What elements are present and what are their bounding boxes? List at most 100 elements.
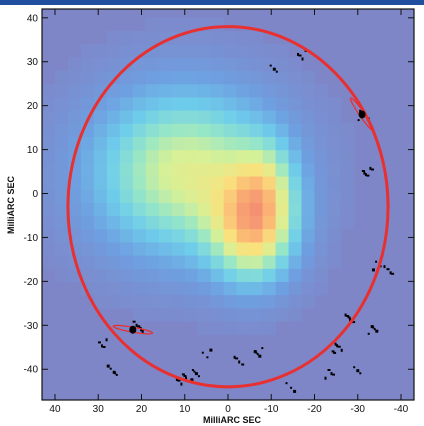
heatmap-cell — [315, 163, 329, 177]
x-tick-label: 20 — [136, 404, 148, 415]
heatmap-cell — [250, 189, 264, 203]
heatmap-cell — [133, 176, 147, 190]
heatmap-cell — [159, 110, 173, 124]
heatmap-cell — [120, 268, 134, 282]
heatmap-cell — [211, 255, 225, 269]
heatmap-cell — [107, 150, 121, 164]
heatmap-cell — [107, 44, 121, 58]
heatmap-cell — [146, 189, 160, 203]
heatmap-cell — [315, 242, 329, 256]
heatmap-cell — [146, 242, 160, 256]
heatmap-cell — [159, 242, 173, 256]
heatmap-cell — [185, 255, 199, 269]
heatmap-cell — [185, 242, 199, 256]
heatmap-cell — [146, 281, 160, 295]
heatmap-cell — [198, 123, 212, 137]
heatmap-cell — [263, 71, 277, 85]
heatmap-cell — [276, 163, 290, 177]
heatmap-cell — [133, 308, 147, 322]
heatmap-cell — [327, 110, 341, 124]
heatmap-cell — [276, 84, 290, 98]
heatmap-cell — [224, 202, 238, 216]
heatmap-cell — [276, 308, 290, 322]
heatmap-cell — [146, 176, 160, 190]
noise-spot — [137, 325, 140, 327]
heatmap-cell — [55, 189, 69, 203]
noise-spot — [273, 68, 276, 71]
heatmap-cell — [250, 84, 264, 98]
heatmap-cell — [250, 71, 264, 85]
heatmap-cell — [315, 215, 329, 229]
x-tick-label: -40 — [394, 404, 409, 415]
heatmap-cell — [42, 97, 56, 111]
heatmap-cell — [42, 150, 56, 164]
flare-core — [359, 110, 366, 118]
heatmap-cell — [302, 123, 316, 137]
heatmap-cell — [327, 136, 341, 150]
heatmap-cell — [146, 18, 160, 32]
heatmap-cell — [81, 163, 95, 177]
heatmap-cell — [55, 123, 69, 137]
heatmap-cell — [146, 150, 160, 164]
heatmap-cell — [198, 176, 212, 190]
heatmap-cell — [211, 242, 225, 256]
noise-spot — [202, 352, 204, 354]
heatmap-cell — [94, 189, 108, 203]
heatmap-cell — [211, 295, 225, 309]
noise-spot — [359, 372, 361, 374]
heatmap-cell — [263, 189, 277, 203]
heatmap-cell — [107, 281, 121, 295]
y-tick-label: -10 — [24, 233, 39, 244]
heatmap-cell — [198, 163, 212, 177]
heatmap-cell — [276, 295, 290, 309]
noise-spot — [335, 343, 337, 346]
heatmap-cell — [159, 308, 173, 322]
heatmap-cell — [276, 57, 290, 71]
heatmap-cell — [172, 229, 186, 243]
heatmap-cell — [185, 123, 199, 137]
heatmap-cell — [224, 57, 238, 71]
heatmap-cell — [185, 136, 199, 150]
heatmap-cell — [198, 57, 212, 71]
heatmap-cell — [327, 255, 341, 269]
heatmap-cell — [68, 202, 82, 216]
heatmap-cell — [185, 281, 199, 295]
heatmap-cell — [315, 229, 329, 243]
noise-spot — [299, 55, 302, 57]
heatmap-cell — [133, 189, 147, 203]
heatmap-cell — [55, 97, 69, 111]
heatmap-cell — [94, 176, 108, 190]
heatmap-cell — [42, 202, 56, 216]
heatmap-cell — [211, 44, 225, 58]
heatmap-cell — [224, 229, 238, 243]
y-tick-label: 10 — [27, 145, 39, 156]
heatmap-cell — [224, 31, 238, 45]
heatmap-cell — [81, 215, 95, 229]
heatmap-cell — [250, 44, 264, 58]
heatmap-cell — [81, 44, 95, 58]
heatmap-cell — [172, 97, 186, 111]
heatmap-cell — [327, 150, 341, 164]
noise-spot — [368, 333, 370, 335]
noise-spot — [286, 382, 288, 384]
heatmap-cell — [224, 189, 238, 203]
heatmap-cell — [237, 242, 251, 256]
noise-spot — [325, 377, 327, 380]
heatmap-cell — [185, 215, 199, 229]
heatmap-cell — [81, 229, 95, 243]
heatmap-cell — [289, 215, 303, 229]
noise-spot — [328, 369, 331, 371]
heatmap-cell — [94, 44, 108, 58]
heatmap-cell — [302, 163, 316, 177]
heatmap-cell — [302, 150, 316, 164]
heatmap-cell — [198, 84, 212, 98]
heatmap-cell — [198, 31, 212, 45]
heatmap-cell — [276, 150, 290, 164]
heatmap-cell — [185, 150, 199, 164]
heatmap-cell — [42, 163, 56, 177]
heatmap-cell — [94, 123, 108, 137]
heatmap-cell — [237, 295, 251, 309]
heatmap-cell — [172, 71, 186, 85]
heatmap-cell — [315, 84, 329, 98]
heatmap-cell — [289, 202, 303, 216]
